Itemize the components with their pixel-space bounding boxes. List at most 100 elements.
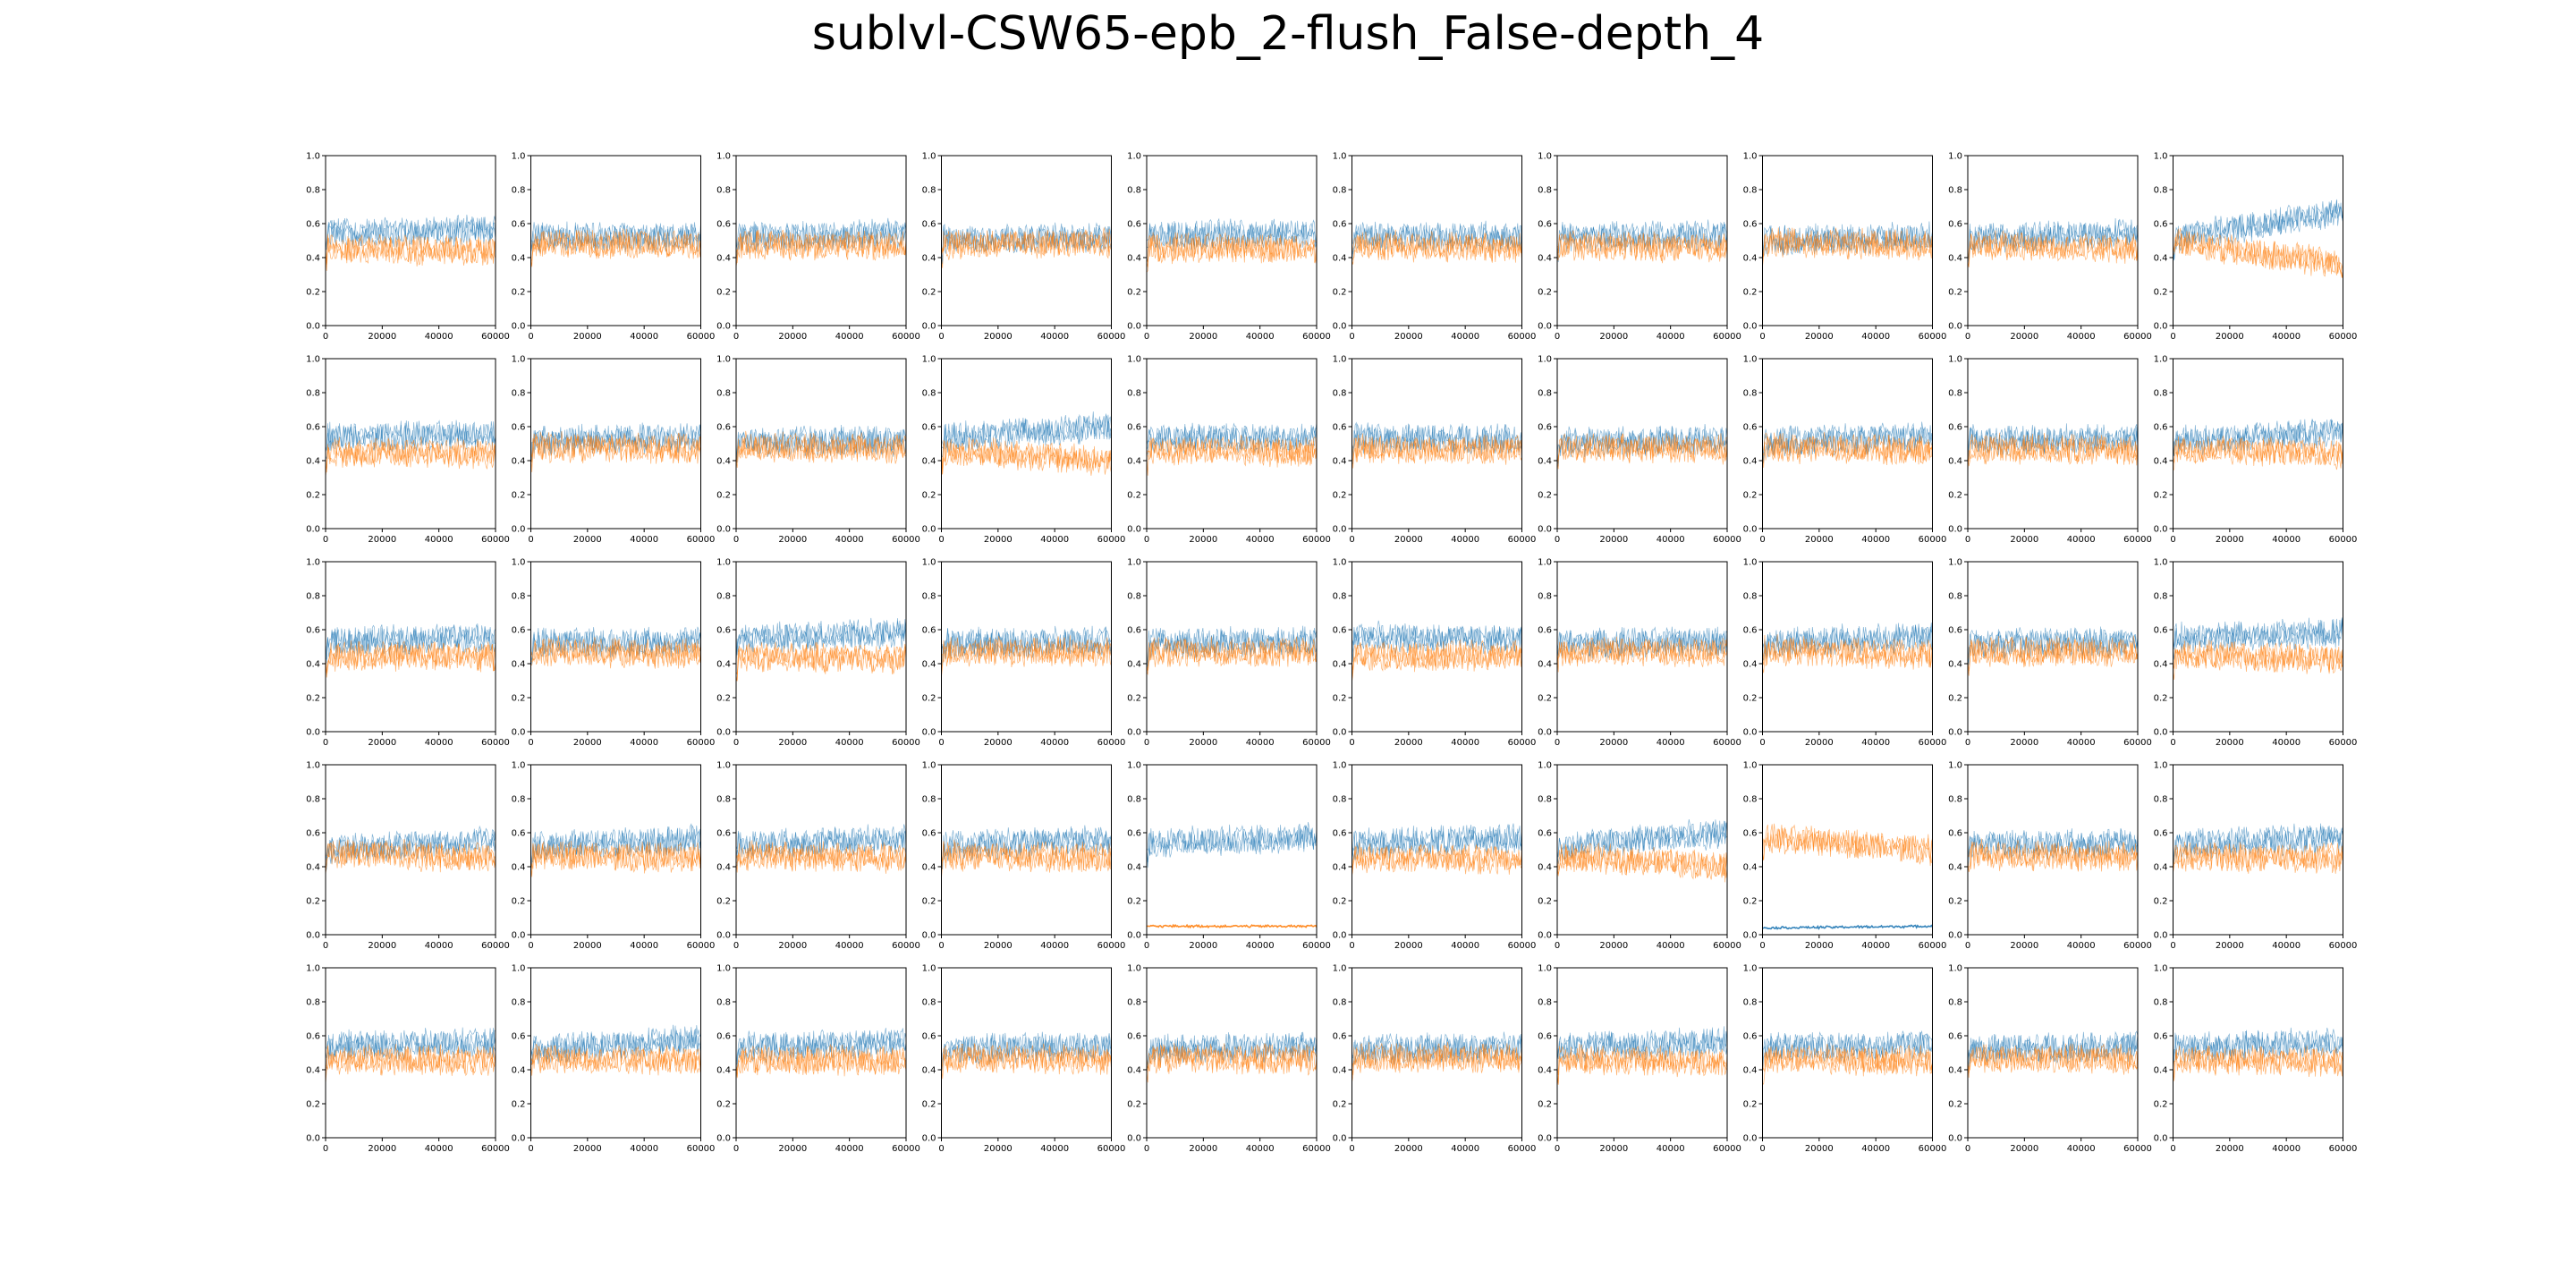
x-tick-label: 0	[1349, 941, 1354, 951]
x-tick-label: 0	[1349, 1144, 1354, 1154]
plot-area	[736, 424, 906, 469]
y-tick-label: 0.6	[1333, 1032, 1347, 1042]
plot-area	[530, 823, 701, 877]
x-tick-label: 60000	[892, 332, 920, 342]
plot-area	[941, 1031, 1112, 1080]
series-orange-line	[736, 230, 906, 260]
x-tick-label: 20000	[2010, 332, 2038, 342]
y-tick-label: 0.2	[1948, 897, 1962, 907]
x-tick-label: 40000	[2272, 941, 2301, 951]
x-tick-label: 40000	[1246, 941, 1275, 951]
axes-frame	[325, 155, 496, 326]
y-tick-label: 1.0	[716, 964, 731, 974]
series-orange-line	[1762, 432, 1933, 465]
y-tick-label: 0.4	[1743, 254, 1758, 264]
axes-frame	[735, 764, 907, 936]
axes-frame	[1967, 967, 2139, 1139]
y-tick-label: 0.2	[1127, 897, 1141, 907]
series-blue-line	[1352, 421, 1522, 460]
x-tick-label: 40000	[2272, 738, 2301, 748]
y-tick-label: 0.6	[1538, 220, 1552, 230]
x-tick-label: 20000	[2010, 941, 2038, 951]
axes-frame	[1967, 155, 2139, 326]
y-tick-label: 1.0	[2154, 558, 2168, 568]
y-tick-label: 0.0	[1333, 525, 1347, 535]
y-tick-label: 0.2	[1538, 1100, 1552, 1110]
x-tick-label: 20000	[368, 332, 396, 342]
x-tick-label: 20000	[778, 535, 807, 545]
y-tick-label: 0.2	[1127, 288, 1141, 298]
y-tick-label: 0.0	[1127, 728, 1141, 738]
series-blue-line	[1147, 825, 1317, 868]
y-tick-label: 0.0	[512, 525, 526, 535]
plot-area	[941, 411, 1112, 476]
subplot-1-8: 0.0 0.2 0.4 0.6 0.8 1.0 0 20000 40000 60000	[1948, 355, 2152, 546]
x-tick-label: 20000	[984, 535, 1013, 545]
y-tick-label: 0.6	[1948, 423, 1962, 433]
x-tick-label: 40000	[1657, 535, 1685, 545]
y-tick-label: 0.8	[1538, 795, 1552, 805]
x-tick-label: 40000	[835, 738, 864, 748]
y-tick-label: 0.8	[1127, 795, 1141, 805]
x-tick-label: 40000	[1040, 941, 1069, 951]
y-tick-label: 0.8	[1743, 592, 1758, 602]
y-tick-label: 0.8	[1948, 998, 1962, 1008]
y-tick-label: 0.6	[922, 829, 936, 839]
x-tick-label: 40000	[2272, 1144, 2301, 1154]
subplot-4-5: 0.0 0.2 0.4 0.6 0.8 1.0 0 20000 40000 60000	[1333, 964, 1537, 1155]
series-blue-line	[736, 617, 906, 663]
plot-area	[1557, 819, 1727, 883]
y-tick-label: 0.6	[716, 220, 731, 230]
series-orange-line	[1352, 434, 1522, 464]
y-tick-label: 0.2	[2154, 897, 2168, 907]
x-tick-label: 20000	[2010, 738, 2038, 748]
series-orange-line	[530, 228, 701, 267]
y-tick-label: 0.2	[716, 288, 731, 298]
y-tick-label: 0.0	[306, 525, 320, 535]
x-tick-label: 20000	[1189, 332, 1217, 342]
y-tick-label: 0.0	[716, 525, 731, 535]
y-tick-label: 1.0	[1743, 355, 1758, 365]
y-tick-label: 0.0	[922, 728, 936, 738]
y-tick-label: 0.6	[1538, 829, 1552, 839]
y-tick-label: 0.2	[1948, 491, 1962, 501]
y-tick-label: 0.8	[1948, 389, 1962, 399]
x-tick-label: 0	[733, 332, 739, 342]
series-orange-line	[1352, 231, 1522, 265]
y-tick-label: 0.4	[1743, 1066, 1758, 1076]
subplot-1-7: 0.0 0.2 0.4 0.6 0.8 1.0 0 20000 40000 60000	[1743, 355, 1947, 546]
series-blue-line	[530, 1028, 701, 1064]
y-tick-label: 1.0	[1948, 964, 1962, 974]
series-blue-line	[1147, 627, 1317, 667]
y-tick-label: 0.4	[512, 660, 526, 670]
y-tick-label: 0.0	[1127, 525, 1141, 535]
series-orange-line	[1968, 841, 2138, 873]
y-tick-label: 0.0	[716, 931, 731, 941]
y-tick-label: 1.0	[1743, 558, 1758, 568]
x-tick-label: 0	[1759, 738, 1765, 748]
y-tick-label: 0.2	[922, 897, 936, 907]
series-orange-line	[1968, 432, 2138, 473]
y-tick-label: 0.4	[716, 457, 731, 467]
plot-area	[736, 1028, 906, 1079]
x-tick-label: 60000	[1713, 535, 1741, 545]
subplot-0-8: 0.0 0.2 0.4 0.6 0.8 1.0 0 20000 40000 60000	[1948, 152, 2152, 343]
x-tick-label: 40000	[1246, 738, 1275, 748]
x-tick-label: 0	[1555, 941, 1560, 951]
series-orange-line	[1352, 1041, 1522, 1083]
x-tick-label: 0	[2170, 1144, 2175, 1154]
series-orange-line	[1557, 230, 1727, 264]
plot-area	[1147, 1031, 1317, 1083]
plot-area	[1968, 626, 2138, 676]
subplot-3-9: 0.0 0.2 0.4 0.6 0.8 1.0 0 20000 40000 60000	[2154, 761, 2358, 952]
y-tick-label: 0.0	[2154, 525, 2168, 535]
y-tick-label: 0.8	[512, 389, 526, 399]
series-blue-line	[326, 1028, 496, 1059]
axes-frame	[941, 967, 1112, 1139]
x-tick-label: 20000	[1805, 535, 1834, 545]
series-blue-line	[2173, 826, 2343, 866]
y-tick-label: 0.0	[512, 1134, 526, 1144]
y-tick-label: 0.6	[1948, 1032, 1962, 1042]
x-tick-label: 60000	[2329, 1144, 2358, 1154]
y-tick-label: 1.0	[1127, 558, 1141, 568]
